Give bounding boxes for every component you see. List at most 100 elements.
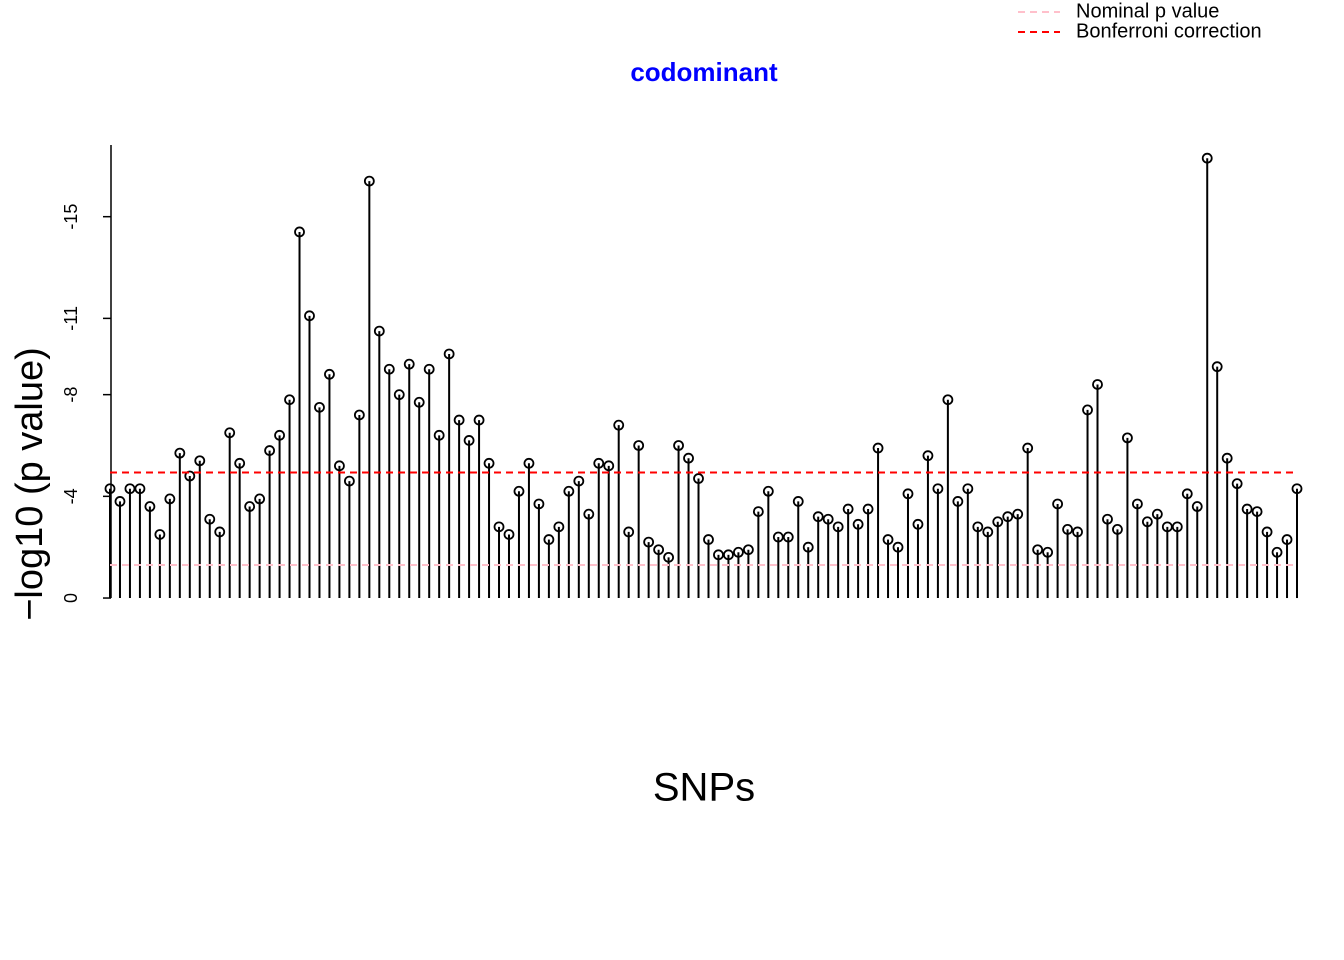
point xyxy=(972,521,984,533)
point xyxy=(294,226,305,238)
point xyxy=(284,394,295,406)
point xyxy=(1251,506,1263,517)
point xyxy=(1002,511,1014,523)
point xyxy=(703,534,714,545)
point xyxy=(693,473,704,484)
y-tick-label: -8 xyxy=(61,387,81,403)
point xyxy=(314,401,325,413)
point xyxy=(393,389,405,401)
point xyxy=(1291,483,1303,495)
point xyxy=(1132,498,1143,510)
point xyxy=(553,521,565,533)
point xyxy=(623,526,635,538)
point xyxy=(453,414,465,426)
point xyxy=(663,551,674,563)
point xyxy=(134,483,146,495)
legend-label: Nominal p value xyxy=(1076,0,1219,22)
point xyxy=(353,409,365,421)
point xyxy=(683,452,694,464)
point xyxy=(762,485,774,497)
point xyxy=(1261,526,1273,538)
point xyxy=(842,503,854,515)
point xyxy=(493,521,505,533)
point xyxy=(1181,488,1193,500)
point xyxy=(334,460,345,472)
point xyxy=(1012,508,1024,520)
point xyxy=(234,457,246,469)
point xyxy=(483,457,495,469)
point xyxy=(264,445,275,456)
point xyxy=(583,508,595,520)
point xyxy=(673,440,684,451)
point xyxy=(713,549,724,561)
point xyxy=(1122,432,1133,444)
point xyxy=(982,526,994,538)
point xyxy=(463,435,475,446)
point xyxy=(772,531,784,543)
point xyxy=(1151,508,1163,520)
point xyxy=(922,450,934,462)
y-tick-label: 0 xyxy=(61,593,81,603)
y-tick-label: -11 xyxy=(61,306,81,331)
point xyxy=(1042,546,1054,558)
point xyxy=(224,427,236,439)
point xyxy=(723,549,734,561)
point xyxy=(1231,478,1243,490)
point xyxy=(214,526,226,538)
point xyxy=(962,483,974,495)
point xyxy=(363,175,375,187)
point xyxy=(324,368,335,380)
point xyxy=(1171,521,1183,533)
point xyxy=(872,442,884,454)
point xyxy=(1072,526,1083,538)
point xyxy=(164,493,176,505)
point xyxy=(104,483,116,495)
point xyxy=(1241,503,1253,515)
point xyxy=(373,325,385,337)
point xyxy=(1211,361,1223,373)
point xyxy=(792,496,804,507)
point xyxy=(593,457,605,469)
point xyxy=(613,419,625,431)
point xyxy=(403,358,415,370)
point xyxy=(533,498,545,510)
point xyxy=(1052,498,1064,510)
point xyxy=(1221,452,1233,464)
point xyxy=(513,485,525,497)
point xyxy=(1201,152,1213,164)
legend-label: Bonferroni correction xyxy=(1076,20,1262,42)
point xyxy=(1141,516,1153,528)
point xyxy=(1082,404,1093,416)
point xyxy=(862,503,874,515)
point xyxy=(184,470,196,482)
point xyxy=(244,501,256,512)
point xyxy=(573,475,585,487)
point xyxy=(144,501,156,512)
x-axis-label: SNPs xyxy=(653,766,755,810)
point xyxy=(932,483,944,495)
point xyxy=(1022,442,1034,454)
point xyxy=(423,363,435,375)
chart-title: codominant xyxy=(630,57,778,87)
point xyxy=(1112,523,1123,535)
point xyxy=(174,447,186,459)
point xyxy=(503,529,515,540)
point xyxy=(443,348,455,360)
point xyxy=(254,493,266,505)
point xyxy=(742,544,754,556)
point xyxy=(413,396,425,408)
point xyxy=(633,440,645,451)
point xyxy=(892,541,904,553)
point xyxy=(653,544,665,556)
point xyxy=(822,513,834,525)
point xyxy=(154,529,166,540)
point xyxy=(1062,523,1073,535)
point xyxy=(782,531,794,543)
point xyxy=(952,496,964,507)
point xyxy=(114,496,126,507)
point xyxy=(124,483,136,495)
point xyxy=(733,546,744,558)
point xyxy=(912,518,924,530)
point xyxy=(523,457,535,469)
